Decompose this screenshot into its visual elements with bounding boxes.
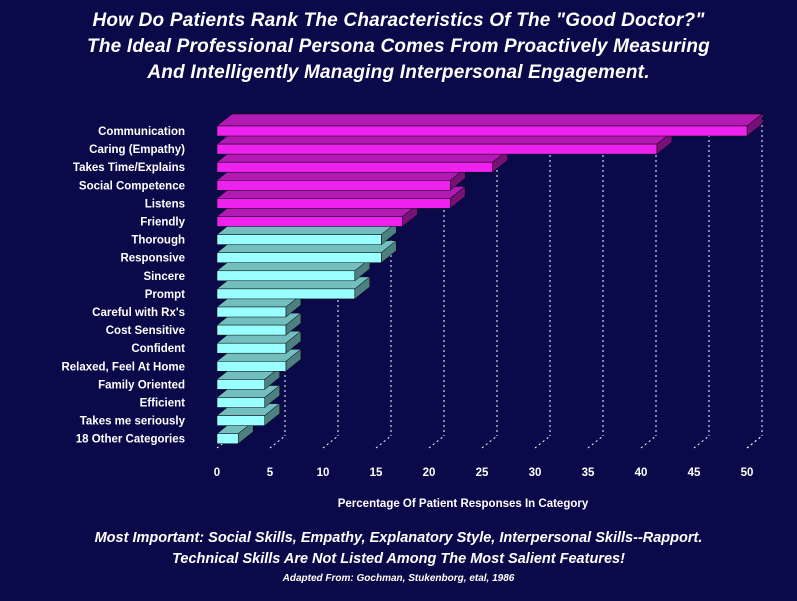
bar-front-face [216, 342, 287, 354]
category-label: Thorough [131, 235, 185, 247]
bar-front-face [216, 397, 265, 408]
category-label: Listens [145, 198, 185, 210]
bar-front-face [216, 216, 403, 227]
category-label: Friendly [140, 217, 185, 229]
category-label: Responsive [120, 253, 185, 265]
bar-front-face [216, 252, 382, 263]
category-label: Caring (Empathy) [89, 144, 185, 156]
x-tick-label: 10 [317, 467, 330, 479]
footer-notes: Most Important: Social Skills, Empathy, … [0, 528, 797, 570]
category-label: Takes me seriously [80, 416, 186, 428]
bar [216, 113, 763, 137]
category-label: Relaxed, Feel At Home [61, 361, 185, 373]
gridline-floor [640, 435, 657, 449]
footer-line-1: Most Important: Social Skills, Empathy, … [94, 530, 703, 546]
x-tick-label: 25 [476, 467, 489, 479]
bar-front-face [216, 270, 356, 282]
bar-front-face [216, 433, 239, 444]
gridline-floor [375, 435, 392, 449]
category-label: Takes Time/Explains [73, 162, 185, 174]
bar-front-face [216, 379, 265, 390]
category-label: Cost Sensitive [106, 325, 185, 337]
gridline-floor [322, 435, 339, 449]
x-tick-label: 45 [688, 467, 701, 479]
gridline-floor [534, 435, 551, 449]
x-tick-label: 40 [635, 467, 648, 479]
gridline-floor [428, 435, 445, 449]
bar-front-face [216, 415, 265, 426]
category-label: Communication [98, 126, 185, 138]
category-label: Careful with Rx's [92, 307, 185, 319]
category-label: Sincere [143, 271, 185, 283]
title-line-1: How Do Patients Rank The Characteristics… [92, 10, 705, 31]
bar-front-face [216, 288, 356, 300]
x-tick-label: 50 [741, 467, 754, 479]
gridline-floor [269, 435, 286, 449]
category-label: Prompt [145, 289, 185, 301]
category-label: Social Competence [79, 180, 185, 192]
bar-front-face [216, 180, 451, 191]
x-tick-label: 5 [267, 467, 274, 479]
bar-front-face [216, 143, 658, 155]
title-line-2: The Ideal Professional Persona Comes Fro… [87, 36, 710, 57]
source-credit: Adapted From: Gochman, Stukenborg, etal,… [282, 573, 515, 584]
bar-top-face [216, 113, 763, 127]
category-label: Efficient [140, 398, 186, 410]
x-axis-title: Percentage Of Patient Responses In Categ… [338, 498, 589, 510]
x-tick-label: 35 [582, 467, 595, 479]
gridline-floor [481, 435, 498, 449]
x-tick-label: 0 [214, 467, 220, 479]
bar-front-face [216, 234, 382, 245]
x-tick-label: 30 [529, 467, 542, 479]
x-tick-label: 20 [423, 467, 436, 479]
category-label: Family Oriented [98, 379, 185, 391]
bar-front-face [216, 125, 748, 137]
bar-front-face [216, 306, 287, 318]
x-tick-label: 15 [370, 467, 383, 479]
bar-front-face [216, 161, 493, 173]
bar-front-face [216, 361, 287, 372]
category-label: Confident [131, 343, 185, 355]
bar-front-face [216, 324, 287, 336]
floor-edge-right [746, 435, 763, 449]
title-line-3: And Intelligently Managing Interpersonal… [147, 62, 650, 83]
gridline-floor [587, 435, 604, 449]
bar-front-face [216, 198, 451, 209]
gridline-floor [693, 435, 710, 449]
chart-title: How Do Patients Rank The Characteristics… [0, 8, 797, 86]
category-label: 18 Other Categories [76, 434, 185, 446]
footer-line-2: Technical Skills Are Not Listed Among Th… [172, 551, 625, 567]
